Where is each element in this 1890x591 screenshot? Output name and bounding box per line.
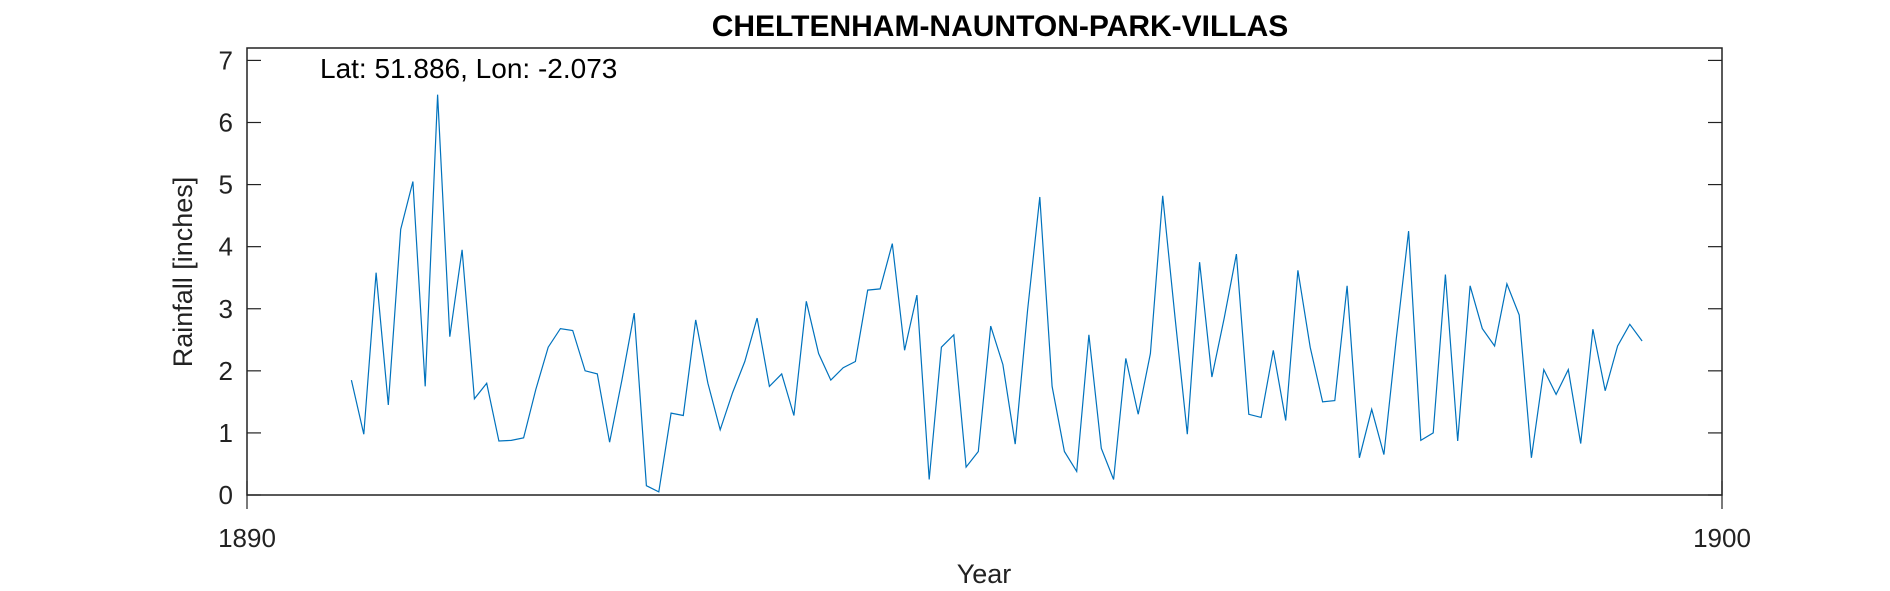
y-tick-label: 6 [219,108,233,138]
y-tick-label: 1 [219,418,233,448]
y-axis-label: Rainfall [inches] [168,177,198,368]
y-tick-label: 3 [219,294,233,324]
y-tick-label: 7 [219,45,233,75]
x-axis: 1890 1900 [218,481,1751,553]
x-tick-label: 1900 [1693,523,1751,553]
location-annotation: Lat: 51.886, Lon: -2.073 [320,53,617,84]
rainfall-series-line [350,94,1643,493]
y-tick-label: 5 [219,170,233,200]
y-tick-label: 0 [219,480,233,510]
chart-title: CHELTENHAM-NAUNTON-PARK-VILLAS [712,10,1289,43]
y-tick-label: 2 [219,356,233,386]
y-axis: 0 1 2 3 4 5 6 7 [219,45,1722,510]
x-axis-label: Year [957,559,1012,589]
y-tick-label: 4 [219,232,233,262]
x-tick-label: 1890 [218,523,276,553]
plot-area-frame [246,47,1723,496]
